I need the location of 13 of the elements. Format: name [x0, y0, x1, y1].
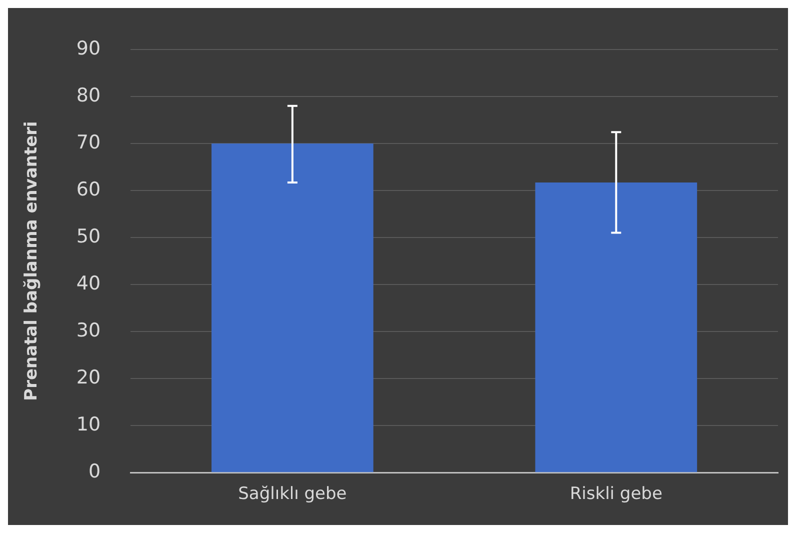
y-tick-label: 10 — [76, 414, 101, 436]
y-tick-label: 30 — [76, 319, 101, 342]
y-tick-label: 70 — [76, 131, 101, 154]
y-tick-label: 80 — [76, 84, 101, 106]
x-tick-label: Riskli gebe — [570, 484, 662, 504]
y-tick-label: 50 — [76, 225, 101, 248]
y-tick-label: 0 — [88, 460, 101, 483]
x-tick-label: Sağlıklı gebe — [238, 484, 347, 504]
y-axis-title: Prenatal bağlanma envanteri — [22, 121, 42, 401]
y-tick-label: 40 — [76, 272, 101, 294]
y-tick-label: 90 — [76, 37, 101, 60]
y-tick-label: 20 — [76, 366, 101, 388]
y-tick-label: 60 — [76, 178, 101, 200]
